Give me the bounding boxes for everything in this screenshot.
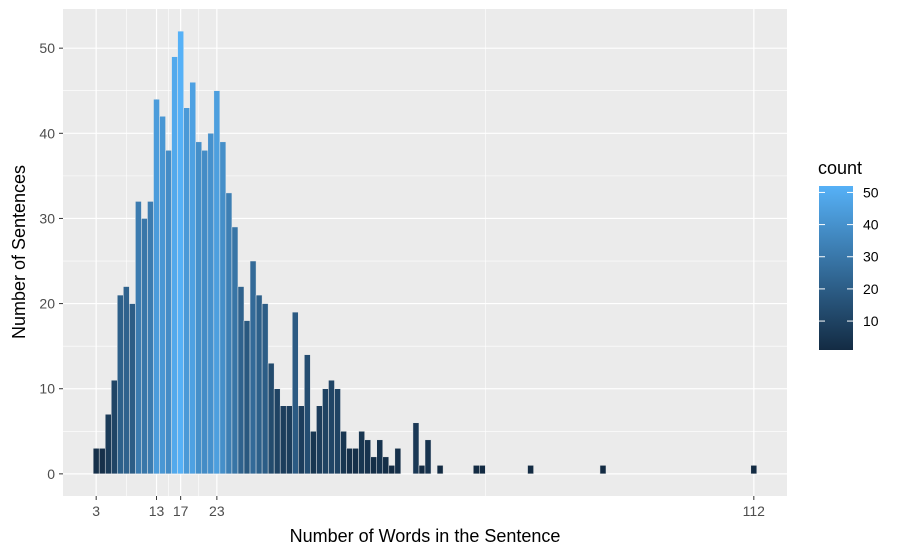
- legend-label: 30: [863, 249, 879, 265]
- histogram-bar: [129, 303, 136, 475]
- histogram-bar: [279, 405, 287, 475]
- x-tick-label: 17: [173, 503, 189, 519]
- legend-label: 10: [863, 313, 879, 329]
- histogram-bar: [364, 439, 371, 475]
- y-tick-label: 20: [39, 296, 55, 312]
- histogram-bar: [201, 150, 209, 475]
- y-axis: 0 10 20 30 40 50: [39, 40, 63, 482]
- legend-title: count: [818, 158, 862, 178]
- histogram-bar: [412, 422, 420, 475]
- histogram-bar: [135, 201, 142, 475]
- histogram-bar: [334, 388, 341, 475]
- histogram-bar: [370, 456, 377, 475]
- histogram-bar: [599, 465, 607, 475]
- histogram-bar: [111, 379, 118, 475]
- histogram-bar: [165, 150, 172, 475]
- legend-ticks: 10 20 30 40 50: [819, 184, 879, 329]
- histogram-bar: [117, 294, 124, 475]
- histogram-bar: [213, 90, 221, 475]
- histogram-bar: [225, 192, 233, 475]
- histogram-bar: [249, 260, 257, 475]
- bars: [92, 30, 758, 475]
- histogram-bar: [388, 465, 396, 475]
- histogram-bar: [340, 431, 347, 475]
- histogram-bar: [418, 465, 426, 475]
- legend-label: 20: [863, 281, 879, 297]
- y-tick-label: 50: [39, 40, 55, 56]
- histogram-bar: [750, 465, 758, 475]
- histogram-bar: [231, 226, 239, 475]
- histogram-bar: [358, 431, 365, 475]
- histogram-bar: [177, 30, 184, 475]
- histogram-bar: [207, 133, 215, 475]
- histogram-bar: [298, 405, 305, 475]
- histogram-bar: [141, 218, 148, 475]
- histogram-bar: [267, 362, 275, 475]
- histogram-bar: [243, 320, 251, 475]
- y-tick-label: 10: [39, 381, 55, 397]
- histogram-bar: [328, 379, 335, 475]
- histogram-bar: [473, 465, 480, 475]
- histogram-bar: [153, 98, 160, 475]
- histogram-bar: [376, 439, 384, 475]
- y-tick-label: 0: [47, 466, 55, 482]
- histogram-bar: [219, 141, 227, 475]
- histogram-bar: [346, 448, 353, 475]
- histogram-bar: [316, 405, 323, 475]
- histogram-bar: [147, 201, 154, 475]
- histogram-bar: [273, 388, 281, 475]
- histogram-bar: [195, 141, 203, 475]
- histogram-bar: [322, 388, 329, 475]
- x-tick-label: 13: [149, 503, 165, 519]
- histogram-bar: [255, 294, 263, 475]
- y-axis-title: Number of Sentences: [9, 165, 29, 339]
- histogram-bar: [479, 465, 486, 475]
- histogram-bar: [98, 448, 106, 475]
- histogram-bar: [104, 414, 112, 475]
- histogram-bar: [285, 405, 293, 475]
- histogram-bar: [92, 448, 100, 475]
- legend-label: 40: [863, 217, 879, 233]
- x-tick-label: 112: [743, 503, 766, 519]
- legend: count 10 20 30 40 50: [818, 158, 879, 350]
- histogram-bar: [304, 354, 311, 475]
- histogram-bar: [189, 81, 196, 475]
- histogram-bar: [424, 439, 432, 475]
- histogram-bar: [261, 303, 269, 475]
- legend-colorbar: [819, 186, 853, 350]
- histogram-bar: [171, 56, 178, 475]
- histogram-bar: [292, 311, 299, 475]
- histogram-bar: [352, 448, 359, 475]
- histogram-bar: [183, 107, 190, 475]
- x-axis-title: Number of Words in the Sentence: [290, 526, 561, 546]
- histogram-bar: [436, 465, 444, 475]
- histogram-bar: [394, 448, 402, 475]
- histogram-bar: [237, 286, 245, 475]
- histogram-bar: [382, 456, 390, 475]
- y-tick-label: 40: [39, 125, 55, 141]
- histogram-bar: [310, 431, 317, 475]
- legend-label: 50: [863, 184, 879, 200]
- histogram-bar: [159, 116, 166, 475]
- x-tick-label: 23: [209, 503, 225, 519]
- x-axis: 3 13 17 23 112: [92, 496, 765, 519]
- histogram-bar: [527, 465, 534, 475]
- x-tick-label: 3: [92, 503, 100, 519]
- histogram-bar: [123, 286, 130, 475]
- y-tick-label: 30: [39, 210, 55, 226]
